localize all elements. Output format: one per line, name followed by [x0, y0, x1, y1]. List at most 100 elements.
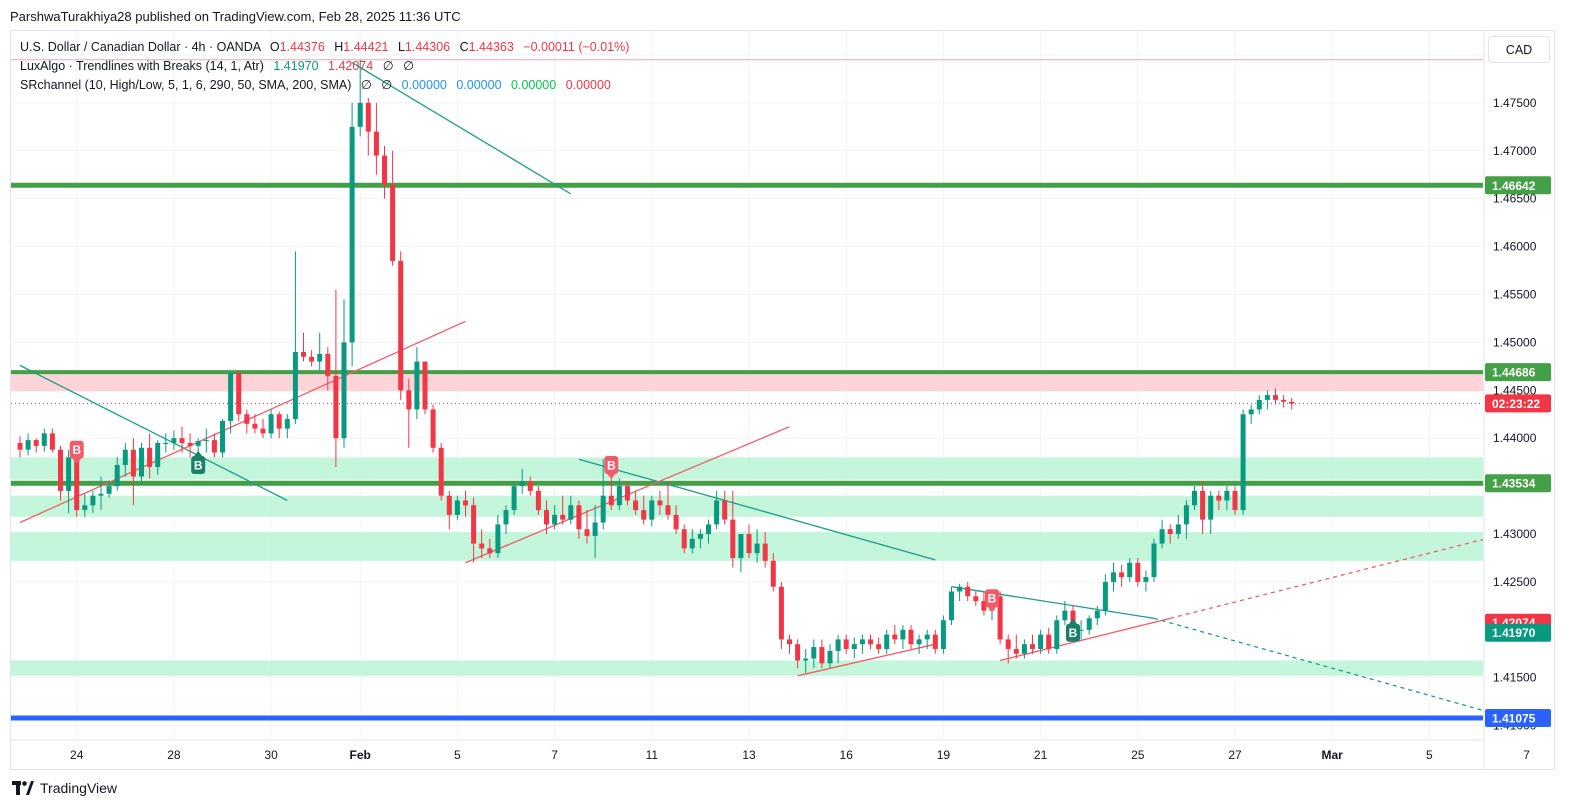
trendline: [1170, 538, 1483, 619]
candle: [454, 495, 460, 520]
candle-body: [1111, 572, 1116, 582]
legend-row-indicator1: LuxAlgo · Trendlines with Breaks (14, 1,…: [20, 57, 629, 76]
candle: [1216, 490, 1222, 511]
candle: [1119, 564, 1125, 587]
indicator2-name[interactable]: SRchannel (10, High/Low, 5, 1, 6, 290, 5…: [20, 78, 352, 92]
candle: [932, 629, 938, 654]
candle-body: [414, 361, 420, 410]
candle-body: [301, 351, 306, 357]
candle: [641, 495, 647, 525]
price-tick-label: 1.42500: [1493, 575, 1537, 589]
candle: [357, 59, 363, 137]
candle: [66, 449, 72, 513]
candle: [535, 486, 541, 515]
candle: [592, 505, 598, 558]
candle-body: [317, 353, 323, 362]
candle-body: [430, 409, 436, 448]
candle-body: [738, 534, 744, 558]
candle-body: [795, 644, 801, 661]
footer-brand[interactable]: TradingView: [12, 780, 117, 796]
candle: [681, 524, 687, 554]
price-tag: 1.44686: [1485, 363, 1551, 382]
candle-body: [398, 260, 404, 391]
candle: [552, 505, 558, 530]
candle-body: [973, 596, 979, 602]
legend-symbol[interactable]: U.S. Dollar / Canadian Dollar · 4h · OAN…: [20, 40, 261, 54]
candle-body: [446, 495, 452, 515]
indicator1-na1: ∅: [382, 59, 394, 73]
break-marker-arrow: [72, 458, 81, 464]
chart-legend: U.S. Dollar / Canadian Dollar · 4h · OAN…: [20, 38, 629, 95]
candle-body: [1046, 634, 1052, 649]
price-tag-label: 1.46642: [1492, 179, 1536, 193]
candle-body: [1289, 401, 1295, 404]
candle: [973, 591, 979, 606]
break-marker-arrow: [1069, 618, 1077, 624]
candle: [1192, 486, 1197, 511]
break-marker: B: [1066, 618, 1080, 642]
footer-brand-label: TradingView: [40, 780, 118, 796]
candle: [487, 538, 493, 558]
candle: [163, 433, 169, 453]
break-marker-arrow: [194, 451, 203, 457]
currency-button[interactable]: CAD: [1488, 36, 1550, 63]
candle-body: [349, 126, 355, 343]
candle-body: [252, 423, 258, 429]
candle-body: [560, 514, 566, 520]
indicator2-na1: ∅: [360, 78, 372, 92]
indicator2-value3: 0.00000: [511, 78, 557, 92]
candle-body: [268, 414, 274, 434]
candle: [1248, 404, 1254, 424]
indicator1-name[interactable]: LuxAlgo · Trendlines with Breaks (14, 1,…: [20, 59, 264, 73]
candle: [171, 430, 177, 450]
candle: [1046, 627, 1052, 654]
candle: [430, 404, 436, 453]
candle: [665, 481, 671, 520]
price-tick-label: 1.46500: [1493, 192, 1537, 206]
candle: [317, 332, 323, 372]
candle-body: [714, 500, 720, 525]
price-tag-label: 02:23:22: [1492, 397, 1540, 411]
candle: [584, 510, 590, 544]
candle: [511, 481, 517, 515]
break-marker: B: [69, 440, 84, 464]
candle: [746, 524, 752, 558]
price-tick-label: 1.45500: [1493, 287, 1537, 301]
candle-body: [365, 102, 371, 132]
candle-body: [454, 500, 460, 515]
candle-body: [203, 440, 209, 442]
candle-body: [1021, 644, 1027, 654]
candle: [1143, 570, 1149, 592]
candle: [568, 495, 574, 525]
time-tick-label: Feb: [350, 748, 371, 762]
candle: [762, 532, 768, 568]
candle: [843, 634, 849, 654]
candle: [268, 409, 274, 439]
candle-body: [924, 634, 930, 640]
candle-body: [1054, 620, 1060, 649]
candle: [49, 428, 55, 453]
candle: [560, 495, 566, 525]
candle: [827, 644, 833, 669]
candle-body: [592, 522, 598, 536]
candle: [114, 457, 120, 491]
time-tick-label: 24: [70, 748, 84, 762]
candle: [33, 438, 39, 453]
candle-body: [868, 639, 873, 645]
indicator2-value2: 0.00000: [456, 78, 502, 92]
candle: [438, 442, 444, 501]
candle-body: [535, 490, 541, 511]
candle-body: [260, 428, 266, 434]
candle: [1062, 601, 1068, 626]
candle-body: [1248, 409, 1254, 415]
candle-body: [552, 514, 558, 525]
candle: [916, 634, 922, 654]
candle-body: [220, 420, 225, 453]
trendline: [999, 617, 1171, 662]
candle: [373, 102, 379, 175]
candle: [276, 411, 282, 439]
candle-body: [803, 658, 809, 661]
candle: [147, 433, 153, 479]
candle: [649, 495, 655, 527]
